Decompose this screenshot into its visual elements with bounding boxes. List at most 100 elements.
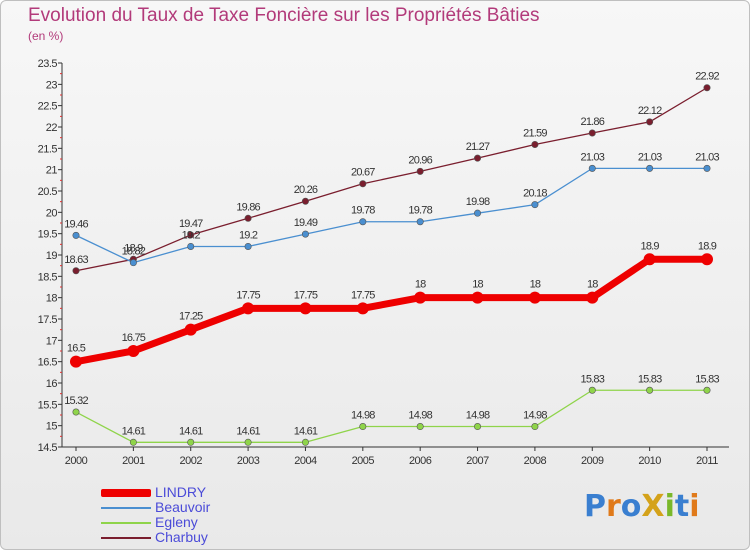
legend: LINDRY Beauvoir Egleny Charbuy — [101, 484, 301, 545]
data-point-lindry — [414, 291, 427, 304]
data-point-beauvoir — [531, 201, 539, 209]
data-label-egleny: 14.98 — [466, 410, 490, 422]
data-label-lindry: 17.25 — [179, 311, 203, 323]
data-point-egleny — [244, 438, 252, 446]
data-label-egleny: 15.83 — [581, 373, 605, 385]
chart-title: Evolution du Taux de Taxe Foncière sur l… — [28, 5, 540, 26]
legend-label-charbuy: Charbuy — [155, 529, 208, 545]
x-tick-label: 2011 — [696, 455, 718, 467]
y-tick-label: 17 — [46, 335, 58, 347]
data-point-charbuy — [301, 197, 309, 205]
legend-label-beauvoir: Beauvoir — [155, 499, 211, 515]
data-label-beauvoir: 19.49 — [294, 217, 318, 229]
y-tick-label: 14.5 — [38, 442, 58, 454]
x-tick-label: 2002 — [179, 455, 202, 467]
data-point-charbuy — [359, 180, 367, 188]
y-tick-label: 19.5 — [38, 229, 58, 241]
data-label-egleny: 14.98 — [351, 410, 375, 422]
data-point-beauvoir — [646, 164, 654, 172]
x-tick-label: 2004 — [294, 455, 317, 467]
data-point-egleny — [588, 386, 596, 394]
data-label-lindry: 16.75 — [122, 332, 146, 344]
data-point-egleny — [416, 423, 424, 431]
x-tick-label: 2006 — [409, 455, 432, 467]
data-label-charbuy: 19.47 — [179, 218, 203, 230]
y-tick-label: 21 — [46, 165, 58, 177]
legend-swatch-charbuy — [101, 537, 151, 539]
legend-item-lindry: LINDRY — [101, 484, 301, 500]
data-point-lindry — [356, 302, 369, 315]
data-label-egleny: 14.61 — [179, 425, 203, 437]
y-tick-label: 18 — [46, 293, 58, 305]
x-tick-label: 2008 — [524, 455, 547, 467]
data-label-charbuy: 18.9 — [124, 242, 143, 254]
y-tick-label: 23 — [46, 79, 58, 91]
data-label-charbuy: 20.26 — [294, 184, 318, 196]
data-label-charbuy: 20.96 — [408, 154, 432, 166]
data-label-charbuy: 21.59 — [523, 127, 547, 139]
data-label-egleny: 15.32 — [64, 395, 88, 407]
logo-letter: o — [620, 489, 642, 524]
y-tick-label: 15.5 — [38, 399, 58, 411]
data-point-beauvoir — [187, 242, 195, 250]
data-point-egleny — [129, 438, 137, 446]
data-point-lindry — [70, 355, 82, 368]
data-point-lindry — [184, 323, 197, 336]
series-line-lindry — [72, 255, 711, 366]
proxiti-logo: ProXiti — [584, 489, 700, 524]
y-tick-label: 23.5 — [38, 58, 58, 70]
data-point-charbuy — [187, 231, 195, 239]
data-point-beauvoir — [72, 231, 80, 239]
legend-item-egleny: Egleny — [101, 514, 301, 530]
logo-letter: X — [641, 489, 665, 524]
series-line-charbuy — [75, 87, 708, 272]
data-label-egleny: 15.83 — [695, 373, 719, 385]
data-label-charbuy: 21.86 — [581, 116, 605, 128]
y-tick-label: 18.5 — [38, 271, 58, 283]
data-point-egleny — [301, 438, 309, 446]
data-point-charbuy — [531, 140, 539, 148]
legend-item-beauvoir: Beauvoir — [101, 499, 301, 515]
x-tick-label: 2010 — [638, 455, 661, 467]
data-label-beauvoir: 19.2 — [182, 229, 201, 241]
data-label-egleny: 14.98 — [523, 410, 547, 422]
data-label-lindry: 17.75 — [236, 289, 260, 301]
data-label-lindry: 18 — [530, 279, 541, 291]
data-label-egleny: 14.61 — [122, 425, 146, 437]
legend-label-egleny: Egleny — [155, 514, 198, 530]
data-label-charbuy: 19.86 — [236, 201, 260, 213]
data-point-egleny — [474, 423, 482, 431]
data-label-lindry: 17.75 — [294, 289, 318, 301]
data-label-beauvoir: 19.46 — [64, 218, 88, 230]
data-label-beauvoir: 18.82 — [122, 246, 146, 258]
data-point-beauvoir — [129, 259, 137, 267]
logo-letter: r — [606, 489, 621, 524]
x-tick-label: 2009 — [581, 455, 604, 467]
data-label-lindry: 16.5 — [67, 343, 86, 355]
data-label-egleny: 14.61 — [236, 425, 260, 437]
data-label-charbuy: 22.12 — [638, 105, 662, 117]
legend-swatch-beauvoir — [101, 507, 151, 509]
data-point-lindry — [528, 291, 541, 304]
data-point-charbuy — [703, 84, 711, 92]
data-label-beauvoir: 19.2 — [239, 229, 258, 241]
data-point-beauvoir — [244, 242, 252, 250]
logo-letter: i — [664, 489, 675, 524]
data-point-beauvoir — [359, 218, 367, 226]
data-point-egleny — [646, 386, 654, 394]
data-point-lindry — [242, 302, 255, 315]
data-label-beauvoir: 19.78 — [351, 205, 375, 217]
series-line-egleny — [75, 389, 708, 443]
data-label-beauvoir: 21.03 — [581, 151, 605, 163]
data-point-beauvoir — [703, 164, 711, 172]
data-label-lindry: 17.75 — [351, 289, 375, 301]
data-label-lindry: 18.9 — [641, 240, 660, 252]
logo-letter: P — [584, 489, 606, 524]
data-point-charbuy — [474, 154, 482, 162]
data-point-lindry — [299, 302, 312, 315]
data-point-charbuy — [72, 267, 80, 275]
data-point-egleny — [359, 423, 367, 431]
data-point-beauvoir — [416, 218, 424, 226]
